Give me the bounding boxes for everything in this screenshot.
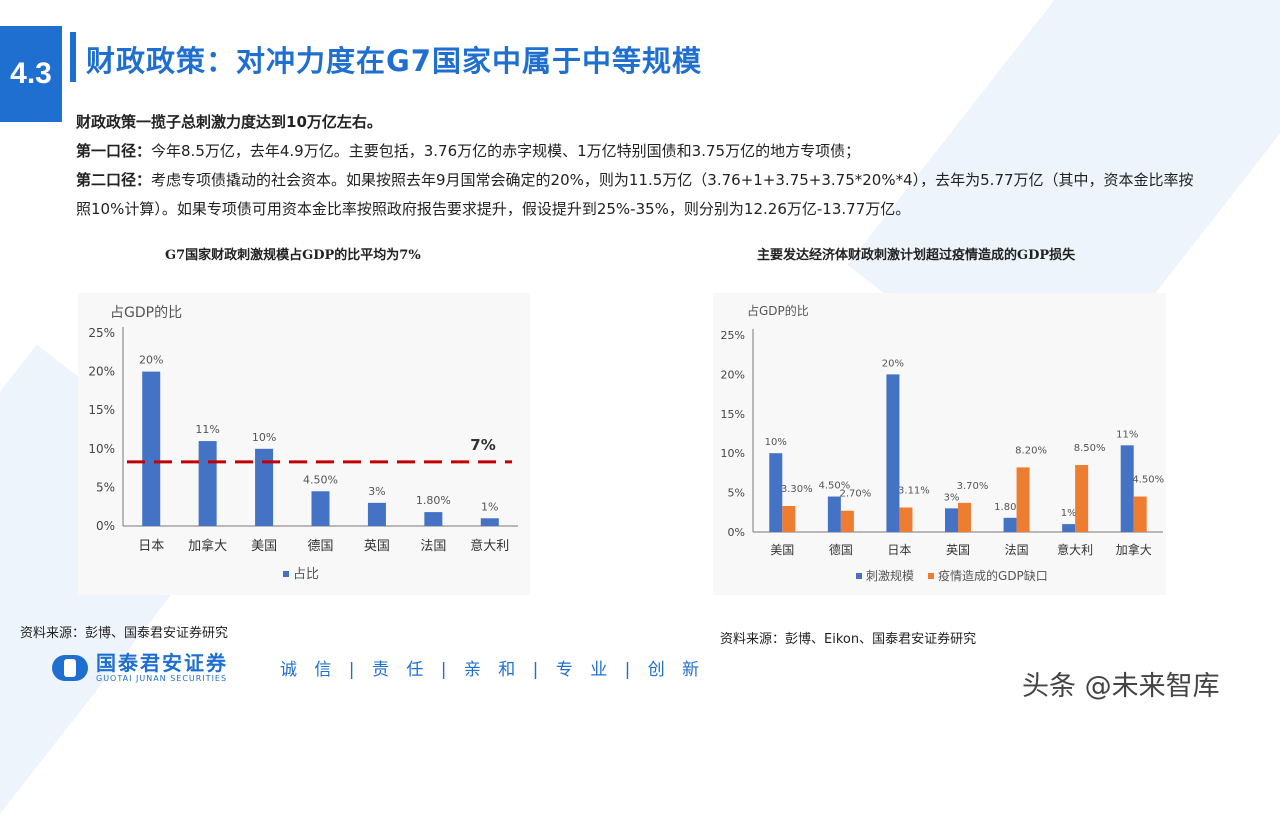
left-chart-svg: 占GDP的比 0% 5% 10% 15% 20% 25% 日本 20% 加拿大 11% 美国 10% 德国… xyxy=(88,305,518,582)
y-tick-label: 25% xyxy=(721,329,745,342)
y-axis-label: 占GDP的比 xyxy=(110,305,182,321)
right-chart-svg: 占GDP的比0%5%10%15%20%25%美国10%3.30%德国4.50%2… xyxy=(721,303,1165,583)
bar-primary xyxy=(311,491,330,526)
left-chart: 占GDP的比 0% 5% 10% 15% 20% 25% 日本 20% 加拿大 11% 美国 10% 德国… xyxy=(78,293,530,595)
y-tick-label: 15% xyxy=(721,408,745,421)
data-label: 4.50% xyxy=(303,473,338,486)
data-label: 3% xyxy=(944,492,960,503)
bar-secondary xyxy=(958,502,971,532)
data-label: 20% xyxy=(882,358,904,369)
x-tick-label: 意大利 xyxy=(1057,542,1093,557)
data-label: 2.70% xyxy=(839,489,871,500)
bar-primary xyxy=(827,496,841,532)
x-tick-label: 英国 xyxy=(946,543,970,557)
bar-primary xyxy=(424,512,443,526)
slogan: 诚 信 | 责 任 | 亲 和 | 专 业 | 创 新 xyxy=(280,660,706,680)
x-tick-label: 德国 xyxy=(829,542,853,557)
bar-primary xyxy=(142,371,161,526)
x-tick-label: 意大利 xyxy=(470,538,509,554)
caliber-two: 第二口径：考虑专项债撬动的社会资本。如果按照去年9月国常会确定的20%，则为11… xyxy=(76,171,1194,218)
logo-chinese: 国泰君安证券 xyxy=(96,651,228,675)
bar-primary xyxy=(886,374,900,532)
y-tick-label: 5% xyxy=(96,480,115,494)
right-chart: 占GDP的比 0% 5% 10% 15% 20% 25% 美国 10% 3.30% 德国 4.50% 2… xyxy=(713,293,1166,595)
bar-primary xyxy=(480,518,499,526)
data-label: 10% xyxy=(765,437,787,448)
y-tick-label: 0% xyxy=(728,526,745,539)
bar-secondary xyxy=(1016,467,1030,532)
logo-english: GUOTAI JUNAN SECURITIES xyxy=(96,674,228,683)
y-tick-label: 0% xyxy=(96,519,115,533)
bar-secondary xyxy=(899,507,913,532)
legend-label: 占比 xyxy=(293,567,319,582)
bar-primary xyxy=(255,448,274,526)
bar-primary xyxy=(769,453,783,532)
data-label: 10% xyxy=(252,431,276,444)
data-label: 4.50% xyxy=(818,481,850,492)
legend-label: 刺激规模 xyxy=(866,568,914,583)
logo-mark-icon xyxy=(52,654,88,681)
company-logo: 国泰君安证券 GUOTAI JUNAN SECURITIES xyxy=(52,652,228,683)
page-title: 财政政策：对冲力度在G7国家中属于中等规模 xyxy=(86,44,702,78)
bar-secondary xyxy=(1075,465,1089,532)
bar-primary xyxy=(1003,517,1017,532)
x-tick-label: 法国 xyxy=(420,539,446,554)
bar-secondary xyxy=(782,505,796,532)
reference-line-label: 7% xyxy=(470,436,495,454)
data-label: 20% xyxy=(139,354,163,367)
x-tick-label: 英国 xyxy=(364,539,390,554)
data-label: 3.70% xyxy=(957,481,989,492)
y-tick-label: 20% xyxy=(88,365,115,379)
section-number-badge: 4.3 xyxy=(0,26,62,122)
summary-line: 财政政策一揽子总刺激力度达到10万亿左右。 xyxy=(76,113,382,131)
bar-primary xyxy=(198,441,217,526)
right-source: 资料来源：彭博、Eikon、国泰君安证券研究 xyxy=(720,632,977,647)
x-tick-label: 加拿大 xyxy=(188,538,227,554)
bar-secondary xyxy=(840,510,854,532)
data-label: 11% xyxy=(1116,429,1138,440)
data-label: 3.30% xyxy=(781,484,813,495)
legend-swatch xyxy=(283,571,289,577)
y-tick-label: 15% xyxy=(88,403,115,417)
x-tick-label: 日本 xyxy=(887,543,911,557)
x-tick-label: 加拿大 xyxy=(1116,542,1152,557)
bar-secondary xyxy=(1133,496,1147,532)
legend-swatch xyxy=(856,573,862,579)
data-label: 4.50% xyxy=(1132,475,1164,486)
bar-primary xyxy=(367,502,386,526)
y-tick-label: 10% xyxy=(721,447,745,460)
data-label: 1% xyxy=(1061,508,1077,519)
x-tick-label: 德国 xyxy=(307,539,333,554)
right-chart-title: 主要发达经济体财政刺激计划超过疫情造成的GDP损失 xyxy=(757,248,1076,263)
left-chart-title: G7国家财政刺激规模占GDP的比平均为7% xyxy=(165,248,421,263)
x-tick-label: 法国 xyxy=(1005,543,1029,557)
data-label: 1% xyxy=(481,500,498,513)
data-label: 8.50% xyxy=(1074,443,1106,454)
legend-swatch xyxy=(928,573,935,579)
data-label: 8.20% xyxy=(1015,445,1047,456)
bar-primary xyxy=(945,508,958,532)
body-text: 财政政策一揽子总刺激力度达到10万亿左右。 第一口径：今年8.5万亿，去年4.9… xyxy=(76,108,1206,224)
data-label: 1.80% xyxy=(416,494,451,507)
data-label: 3.11% xyxy=(898,485,930,496)
y-tick-label: 5% xyxy=(728,487,745,500)
y-tick-label: 10% xyxy=(88,442,115,456)
x-tick-label: 美国 xyxy=(770,543,794,557)
legend-label: 疫情造成的GDP缺口 xyxy=(938,568,1048,583)
data-label: 1.80% xyxy=(994,502,1026,513)
left-source: 资料来源：彭博、国泰君安证券研究 xyxy=(20,626,229,641)
y-tick-label: 20% xyxy=(721,368,745,381)
x-tick-label: 美国 xyxy=(251,539,277,554)
y-tick-label: 25% xyxy=(88,326,115,340)
bar-primary xyxy=(1062,524,1076,532)
data-label: 11% xyxy=(195,423,219,436)
data-label: 3% xyxy=(368,485,385,498)
title-accent-bar xyxy=(70,32,76,82)
y-axis-label: 占GDP的比 xyxy=(747,303,809,318)
x-tick-label: 日本 xyxy=(138,539,164,554)
bar-primary xyxy=(1120,445,1134,532)
caliber-one: 第一口径：今年8.5万亿，去年4.9万亿。主要包括，3.76万亿的赤字规模、1万… xyxy=(76,142,861,160)
watermark: 头条 @未来智库 xyxy=(1022,671,1220,702)
